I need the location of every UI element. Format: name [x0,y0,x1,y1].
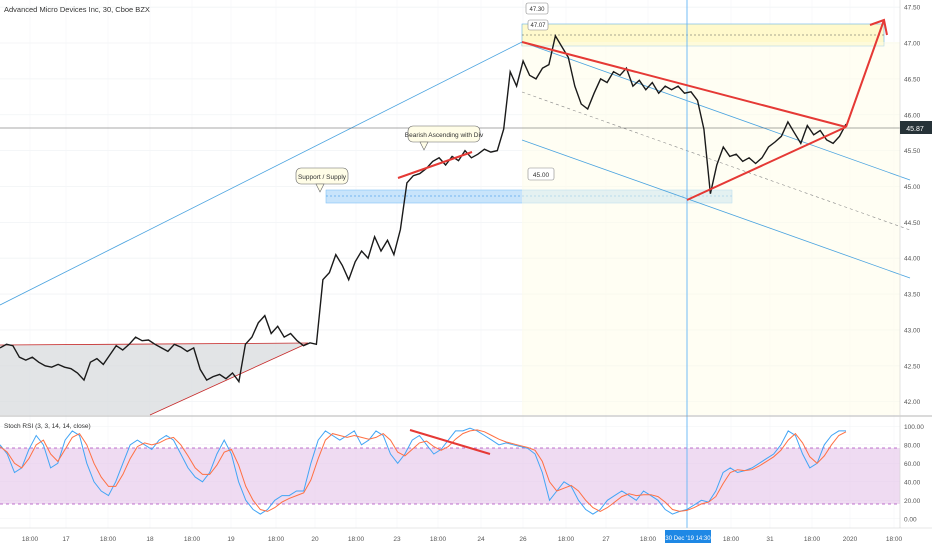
time-tick-label: 18:00 [268,536,285,543]
time-tick-label: 24 [477,536,485,543]
time-tick-label: 20 [311,536,319,543]
rsi-divergence-line [409,429,491,455]
callout-support-supply-text: Support / Supply [298,174,347,181]
rsi-tick-label: 60.00 [904,461,921,468]
callout-support-supply[interactable]: Support / Supply [295,167,349,193]
rsi-axis[interactable]: 100.00 80.00 60.00 40.00 20.00 0.00 [904,424,924,524]
target-arrow-head [869,18,888,36]
price-tick-label: 45.50 [904,148,921,155]
time-tick-label: 18:00 [184,536,201,543]
label-4707-text: 47.07 [530,23,546,29]
price-tick-label: 44.00 [904,256,921,263]
time-tick-label: 18:00 [22,536,39,543]
red-trend-wedge-bottom [686,126,847,201]
rsi-tick-label: 20.00 [904,498,921,505]
time-tick-label: 18:00 [430,536,447,543]
time-tick-label: 18 [146,536,154,543]
trend-line-long [0,41,523,306]
time-tick-label: 2020 [843,536,858,543]
rsi-title: Stoch RSI (3, 3, 14, 14, close) [4,423,91,430]
callout-bearish[interactable]: Bearish Ascending with Div [405,125,484,151]
time-tick-label: 18:00 [886,536,903,543]
triangle-base-line [149,342,309,416]
price-tick-label: 43.50 [904,292,921,299]
time-tick-label: 18:00 [100,536,117,543]
price-tick-label: 43.00 [904,327,921,334]
crosshair-time-text: 30 Dec '19 14:30 [665,536,711,542]
label-45-text: 45.00 [533,172,550,179]
price-tick-label: 42.50 [904,363,921,370]
time-tick-label: 23 [393,536,401,543]
time-tick-label: 18:00 [804,536,821,543]
crosshair-time-badge: 30 Dec '19 14:30 [665,530,711,543]
stoch-rsi-k-line [0,427,846,515]
red-trend-small [397,151,473,179]
rsi-tick-label: 80.00 [904,442,921,449]
price-tick-label: 45.00 [904,184,921,191]
channel-upper-line [521,41,911,181]
price-tick-label: 47.50 [904,5,921,12]
rsi-band [0,448,900,504]
price-tick-label: 42.00 [904,399,921,406]
label-4730[interactable]: 47.30 47.07 [525,2,549,31]
time-tick-label: 18:00 [348,536,365,543]
label-45[interactable]: 45.00 [527,167,555,181]
rsi-tick-label: 100.00 [904,424,924,431]
time-tick-label: 27 [602,536,610,543]
channel-lower-line [521,139,911,279]
stoch-rsi-d-line [0,429,847,512]
price-tick-label: 44.50 [904,220,921,227]
price-tick-label: 46.00 [904,112,921,119]
last-price-badge: 45.87 [900,121,932,134]
label-4730-text: 47.30 [529,7,545,13]
price-tick-label: 47.00 [904,41,921,48]
rsi-tick-label: 40.00 [904,479,921,486]
time-tick-label: 26 [519,536,527,543]
projection-shade [522,42,900,415]
price-axis[interactable]: 47.50 47.00 46.50 46.00 45.50 45.00 44.50 44.00… [904,5,921,406]
target-arrow-shaft [845,19,885,128]
last-price-text: 45.87 [906,126,924,133]
time-tick-label: 18:00 [558,536,575,543]
rsi-tick-label: 0.00 [904,516,917,523]
time-tick-label: 17 [62,536,70,543]
time-tick-label: 31 [766,536,774,543]
channel-mid-line [521,91,911,231]
time-tick-label: 19 [227,536,235,543]
callout-bearish-text: Bearish Ascending with Div [405,132,484,139]
price-line [0,34,847,384]
time-tick-label: 18:00 [723,536,740,543]
red-trend-wedge-top [521,41,847,128]
time-axis[interactable]: 18:00 17 18:00 18 18:00 19 18:00 20 18:00 23 18:00… [22,536,903,543]
chart-title: Advanced Micro Devices Inc, 30, Cboe BZX [4,5,150,14]
price-tick-label: 46.50 [904,76,921,83]
consolidation-shade [0,343,308,415]
time-tick-label: 18:00 [640,536,657,543]
